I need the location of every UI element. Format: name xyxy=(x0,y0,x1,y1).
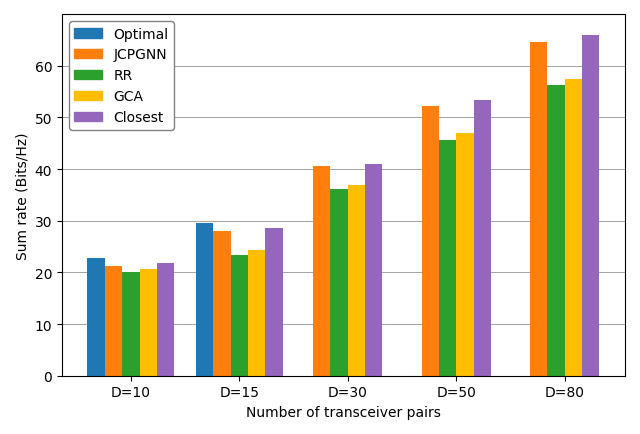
Bar xyxy=(105,266,122,376)
Bar xyxy=(313,167,330,376)
Bar xyxy=(140,269,157,376)
Bar xyxy=(196,224,213,376)
Bar xyxy=(330,189,348,376)
Bar xyxy=(422,107,439,376)
Legend: Optimal, JCPGNN, RR, GCA, Closest: Optimal, JCPGNN, RR, GCA, Closest xyxy=(69,22,174,131)
Bar xyxy=(530,43,547,376)
Bar xyxy=(213,231,230,376)
Bar xyxy=(582,36,600,376)
Bar xyxy=(365,164,383,376)
Bar xyxy=(439,140,456,376)
Bar xyxy=(348,185,365,376)
Y-axis label: Sum rate (Bits/Hz): Sum rate (Bits/Hz) xyxy=(15,132,29,259)
Bar xyxy=(547,86,564,376)
Bar xyxy=(88,259,105,376)
Bar xyxy=(248,250,266,376)
X-axis label: Number of transceiver pairs: Number of transceiver pairs xyxy=(246,405,441,419)
Bar xyxy=(122,273,140,376)
Bar xyxy=(474,101,491,376)
Bar xyxy=(456,134,474,376)
Bar xyxy=(230,256,248,376)
Bar xyxy=(564,79,582,376)
Bar xyxy=(157,263,174,376)
Bar xyxy=(266,229,283,376)
